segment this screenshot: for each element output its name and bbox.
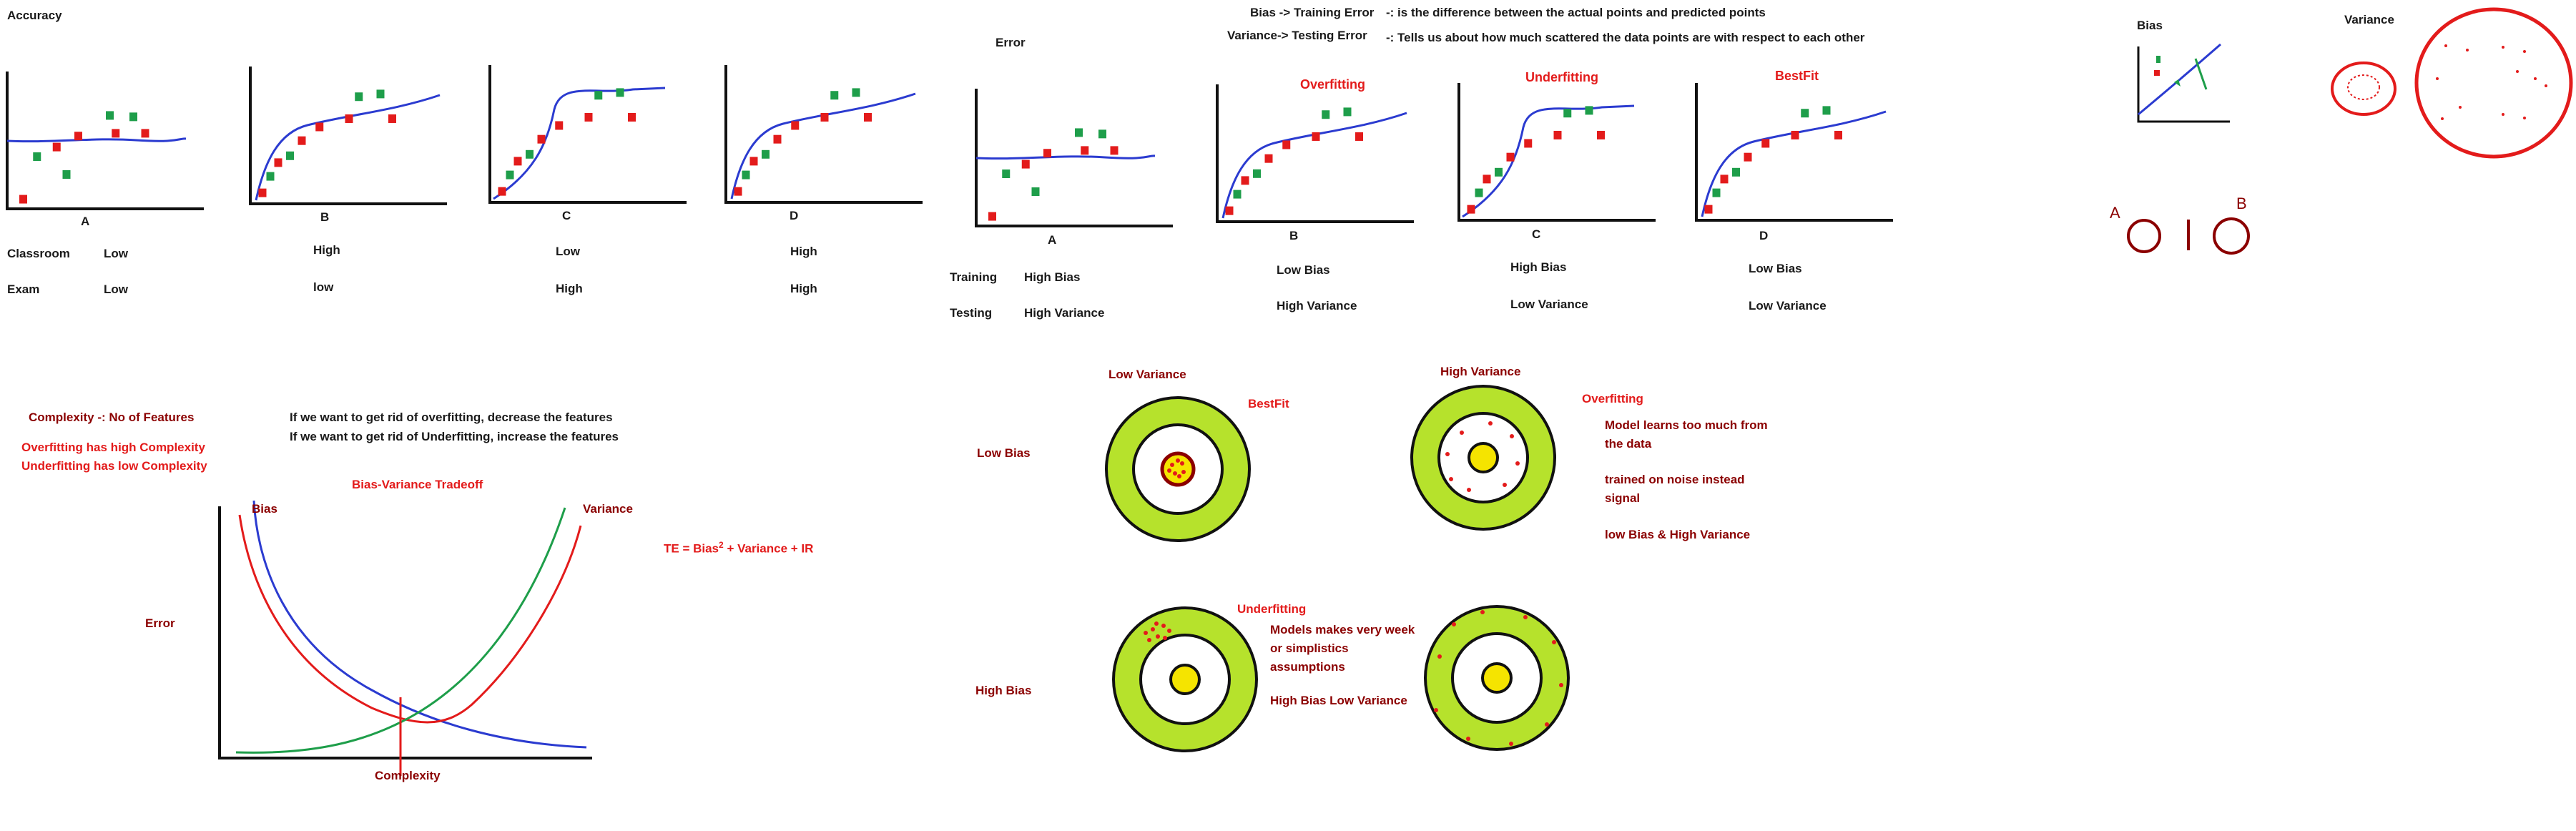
tradeoff-title: Bias-Variance Tradeoff (352, 478, 483, 491)
classroom-label: Classroom (7, 247, 70, 260)
low-bias-label: Low Bias (977, 446, 1031, 460)
acc-b-graph (249, 67, 447, 205)
testing-c-value: Low Variance (1510, 298, 1588, 311)
mark-a: A (2110, 204, 2120, 222)
training-label: Training (950, 270, 998, 284)
underfitting-label: Underfitting (1237, 602, 1307, 616)
variance-sketch (2331, 7, 2573, 159)
complexity-line-1: Overfitting has high Complexity (21, 441, 205, 454)
total-error-formula: TE = Bias2 + Variance + IR (664, 540, 814, 556)
variance-curve-label: Variance (583, 502, 633, 516)
high-variance-label: High Variance (1440, 365, 1521, 378)
exam-label: Exam (7, 282, 40, 296)
acc-c-graph (488, 65, 687, 204)
bias-definition-text: -: is the difference between the actual … (1386, 6, 1766, 19)
classroom-b-value: High (313, 243, 340, 257)
acc-graph-label-a: A (81, 215, 90, 228)
overfitting-heading: Overfitting (1300, 77, 1366, 92)
exam-a-value: Low (104, 282, 128, 296)
overfitting-advice: If we want to get rid of overfitting, de… (290, 410, 613, 424)
err-graph-label-a: A (1048, 233, 1057, 247)
err-graph-label-c: C (1532, 227, 1541, 241)
variance-sketch-title: Variance (2344, 13, 2394, 26)
target-high-bias-high-variance (1424, 605, 1570, 751)
acc-graph-label-c: C (562, 209, 571, 222)
bestfit-heading: BestFit (1775, 69, 1819, 83)
err-c-graph (1457, 83, 1656, 222)
underfitting-heading: Underfitting (1525, 70, 1598, 84)
underfitting-desc-1: Models makes very week or simplistics as… (1270, 623, 1415, 674)
error-axis-label: Error (145, 616, 175, 630)
testing-a-value: High Variance (1024, 306, 1105, 320)
acc-a-graph (6, 72, 204, 210)
exam-d-value: High (790, 282, 817, 295)
err-a-graph (975, 89, 1173, 227)
low-variance-label: Low Variance (1108, 368, 1186, 381)
complexity-line-2: Underfitting has low Complexity (21, 459, 207, 473)
bias-sketch-title: Bias (2137, 19, 2163, 32)
underfitting-advice: If we want to get rid of Underfitting, i… (290, 430, 619, 443)
variance-definition-text: -: Tells us about how much scattered the… (1386, 31, 1865, 44)
complexity-title: Complexity -: No of Features (29, 410, 195, 424)
bias-curve-label: Bias (252, 502, 277, 516)
testing-label: Testing (950, 306, 993, 320)
small-graphs (6, 65, 1893, 227)
bias-sketch (2137, 43, 2230, 123)
training-b-value: Low Bias (1277, 263, 1330, 277)
overfitting-desc-3: low Bias & High Variance (1605, 528, 1751, 541)
acc-graph-label-b: B (320, 210, 330, 224)
variance-definition-term: Variance-> Testing Error (1227, 29, 1367, 42)
complexity-axis-label: Complexity (375, 769, 441, 782)
classroom-c-value: Low (556, 245, 580, 258)
training-a-value: High Bias (1024, 270, 1081, 284)
target-low-bias-high-variance (1410, 385, 1556, 531)
overfitting-desc-2: trained on noise instead signal (1605, 473, 1745, 505)
training-c-value: High Bias (1510, 260, 1567, 274)
bestfit-label: BestFit (1248, 397, 1289, 410)
err-d-graph (1695, 83, 1893, 222)
overfitting-desc-1: Model learns too much from the data (1605, 418, 1768, 451)
overfitting-label: Overfitting (1582, 392, 1643, 405)
error-title: Error (996, 36, 1026, 49)
ab-marks (2127, 217, 2250, 255)
tradeoff-chart (218, 500, 592, 776)
exam-c-value: High (556, 282, 583, 295)
high-bias-label: High Bias (975, 684, 1032, 697)
targets (1105, 385, 1570, 752)
bias-definition-term: Bias -> Training Error (1250, 6, 1375, 19)
err-graph-label-d: D (1759, 229, 1769, 242)
mark-b: B (2236, 195, 2247, 212)
err-b-graph (1216, 84, 1414, 223)
classroom-a-value: Low (104, 247, 128, 260)
target-low-bias-low-variance (1105, 396, 1251, 542)
training-d-value: Low Bias (1749, 262, 1802, 275)
testing-d-value: Low Variance (1749, 299, 1827, 313)
testing-b-value: High Variance (1277, 299, 1357, 313)
exam-b-value: low (313, 280, 334, 294)
accuracy-title: Accuracy (7, 9, 62, 22)
target-high-bias-low-variance (1112, 606, 1258, 752)
err-graph-label-b: B (1289, 229, 1299, 242)
acc-d-graph (724, 65, 923, 204)
classroom-d-value: High (790, 245, 817, 258)
acc-graph-label-d: D (790, 209, 799, 222)
underfitting-desc-2: High Bias Low Variance (1270, 694, 1407, 707)
